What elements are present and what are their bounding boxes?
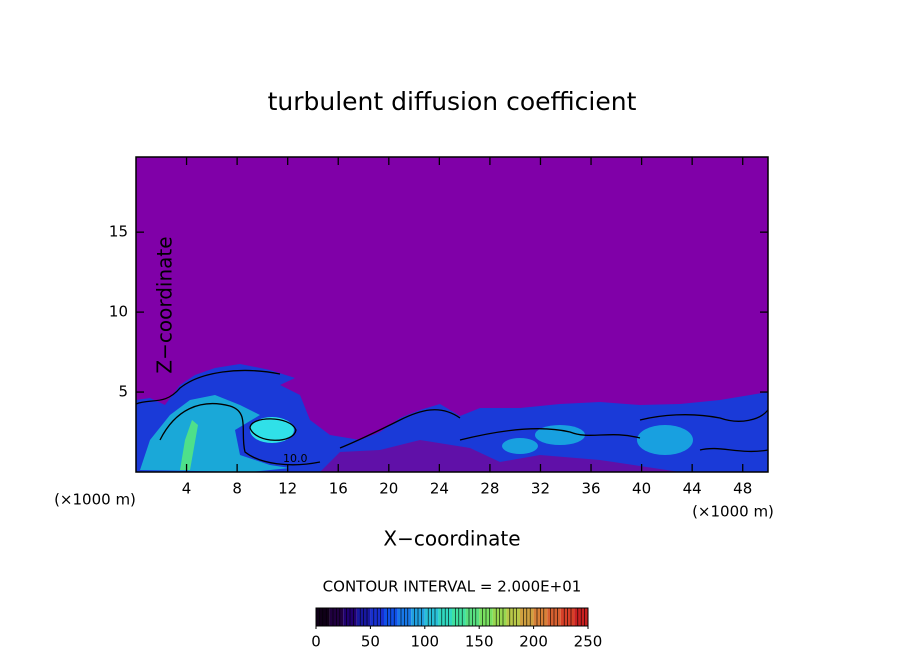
field-region xyxy=(136,364,768,472)
field-region xyxy=(535,425,585,445)
x-tick-label: 12 xyxy=(278,480,297,498)
colorbar-frame xyxy=(315,607,589,627)
colorbar-tick-label: 150 xyxy=(465,633,494,651)
field-region xyxy=(502,438,538,454)
field-region xyxy=(637,425,693,455)
x-unit: (×1000 m) xyxy=(692,503,774,521)
plot-frame xyxy=(135,156,769,473)
x-axis-label: X−coordinate xyxy=(383,527,520,551)
colorbar-tick-label: 50 xyxy=(361,633,380,651)
x-tick-label: 20 xyxy=(379,480,398,498)
y-tick-label: 10 xyxy=(109,303,128,321)
contour-interval: CONTOUR INTERVAL = 2.000E+01 xyxy=(323,578,582,596)
colorbar-tick-label: 200 xyxy=(519,633,548,651)
chart-title: turbulent diffusion coefficient xyxy=(268,87,637,116)
x-tick-label: 4 xyxy=(182,480,192,498)
field-region xyxy=(250,417,294,443)
field xyxy=(135,364,769,472)
x-tick-label: 28 xyxy=(480,480,499,498)
x-tick-label: 36 xyxy=(581,480,600,498)
field-region xyxy=(320,440,680,472)
y-unit: (×1000 m) xyxy=(54,491,136,509)
contour-line xyxy=(135,369,769,466)
contour-label: 10.0 xyxy=(283,452,308,465)
y-tick-label: 15 xyxy=(109,223,128,241)
y-tick-label: 5 xyxy=(118,383,128,401)
y-axis-label: Z−coordinate xyxy=(153,236,177,373)
field-region xyxy=(140,395,290,472)
x-tick-label: 8 xyxy=(232,480,242,498)
colorbar-tick-label: 0 xyxy=(311,633,321,651)
x-tick-label: 48 xyxy=(733,480,752,498)
x-tick-label: 16 xyxy=(329,480,348,498)
field-region xyxy=(180,420,198,470)
x-tick-label: 24 xyxy=(430,480,449,498)
x-tick-label: 32 xyxy=(531,480,550,498)
colorbar-tick-label: 250 xyxy=(574,633,603,651)
x-tick-label: 44 xyxy=(683,480,702,498)
colorbar-tick-label: 100 xyxy=(410,633,439,651)
x-tick-label: 40 xyxy=(632,480,651,498)
